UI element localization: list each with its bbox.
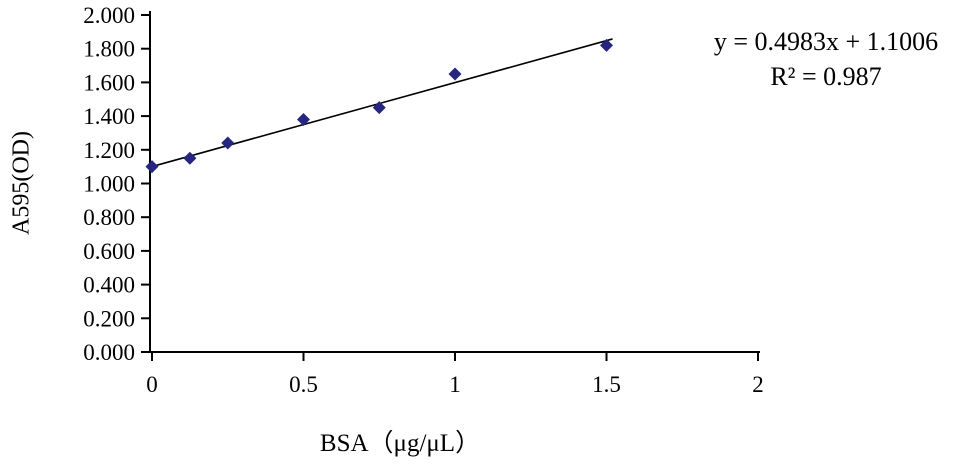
trendline-equation: y = 0.4983x + 1.1006 <box>713 27 939 56</box>
data-point <box>221 136 235 150</box>
y-tick-label: 0.400 <box>83 273 135 298</box>
y-tick-label: 0.800 <box>83 205 135 230</box>
data-point <box>145 160 159 174</box>
data-point <box>448 67 462 81</box>
r-squared-value: R² = 0.987 <box>770 62 882 91</box>
y-tick-label: 1.400 <box>83 104 135 129</box>
y-tick-label: 0.600 <box>83 239 135 264</box>
y-tick-label: 0.000 <box>83 340 135 365</box>
y-tick-label: 0.200 <box>83 306 135 331</box>
data-point <box>297 112 310 126</box>
trendline <box>151 38 613 168</box>
x-tick-label: 0 <box>146 372 158 397</box>
x-tick-label: 2 <box>752 372 764 397</box>
y-tick-label: 1.000 <box>83 172 135 197</box>
x-tick-label: 0.5 <box>289 372 318 397</box>
data-point <box>600 38 613 52</box>
data-point <box>372 101 386 115</box>
trendline-annotation: y = 0.4983x + 1.1006 R² = 0.987 <box>680 24 972 94</box>
y-tick-label: 1.800 <box>83 37 135 62</box>
data-point <box>183 151 197 165</box>
x-tick-label: 1.5 <box>592 372 621 397</box>
y-tick-label: 1.200 <box>83 138 135 163</box>
y-tick-label: 2.000 <box>83 3 135 28</box>
y-tick-label: 1.600 <box>83 70 135 95</box>
x-tick-label: 1 <box>449 372 461 397</box>
y-axis-title: A595(OD) <box>8 131 35 235</box>
x-axis-title: BSA（μg/μL） <box>319 430 481 457</box>
